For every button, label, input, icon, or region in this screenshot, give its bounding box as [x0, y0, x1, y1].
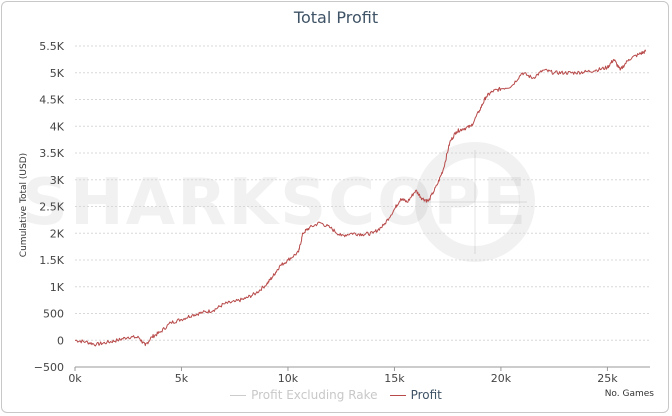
x-tick-label: 20k	[491, 372, 512, 385]
y-tick-label: 4K	[50, 120, 65, 133]
grid-lines	[75, 45, 650, 368]
y-tick-label: 5.5K	[39, 40, 64, 53]
y-tick-label: 3K	[50, 174, 65, 187]
x-axis-label: No. Games	[604, 389, 654, 399]
sharkscope-watermark: SHARKSCOPE	[22, 142, 535, 262]
legend-item-profit-excluding-rake[interactable]: Profit Excluding Rake	[230, 388, 378, 402]
legend-line-swatch	[389, 394, 406, 396]
series-line-profit	[74, 49, 647, 347]
y-tick-label: −500	[34, 361, 64, 374]
y-tick-label: 1K	[50, 281, 65, 294]
x-axis-ticks: 0k 5k 10k 15k 20k 25k	[68, 367, 618, 385]
y-tick-label: 0	[57, 334, 64, 347]
x-tick-label: 5k	[175, 372, 189, 385]
legend-label: Profit Excluding Rake	[251, 388, 378, 402]
y-tick-label: 4.5K	[39, 94, 64, 107]
chart-title: Total Profit	[293, 8, 379, 27]
y-tick-label: 5K	[50, 67, 65, 80]
x-tick-label: 25k	[597, 372, 618, 385]
series-layer	[74, 49, 647, 347]
watermark-scope-ring	[415, 142, 535, 262]
legend-label: Profit	[410, 388, 442, 402]
legend: Profit Excluding Rake Profit	[0, 388, 672, 402]
x-tick-label: 0k	[68, 372, 82, 385]
legend-line-swatch	[230, 394, 247, 396]
y-tick-label: 1.5K	[39, 254, 64, 267]
y-axis-ticks: −500 0 500 1K 1.5K 2K 2.5K 3K 3.5K 4K 4.5K 5K 5.5K	[34, 40, 65, 374]
watermark-text: SHARKSCOPE	[22, 166, 528, 240]
y-axis-label: Cumulative Total (USD)	[19, 153, 29, 257]
legend-item-profit[interactable]: Profit	[389, 388, 442, 402]
x-tick-label: 15k	[384, 372, 405, 385]
y-tick-label: 500	[43, 308, 64, 321]
y-tick-label: 2K	[50, 227, 65, 240]
y-tick-label: 3.5K	[39, 147, 64, 160]
y-tick-label: 2.5K	[39, 201, 64, 214]
x-tick-label: 10k	[278, 372, 299, 385]
